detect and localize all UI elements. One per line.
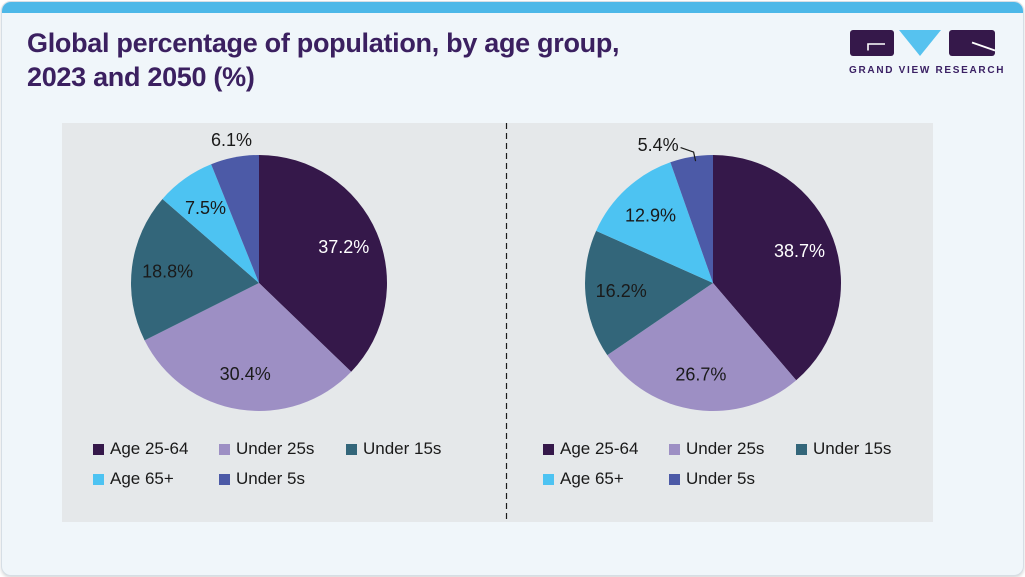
legend-2050: Age 25-64 Under 25s Under 15s Age 65+ Under …: [543, 439, 891, 489]
legend-swatch: [219, 473, 230, 485]
legend-swatch: [669, 473, 680, 485]
data-label-under-5s: 6.1%: [211, 130, 252, 150]
pie-slice-under-25s: [607, 283, 797, 412]
page-title: Global percentage of population, by age …: [27, 26, 727, 94]
logo-g-cut: [867, 43, 885, 51]
pie-2023: 37.2% 30.4% 18.8% 7.5% 6.1%: [131, 130, 388, 411]
pie-charts-svg: 37.2% 30.4% 18.8% 7.5% 6.1% 38.7% 26.7% 16.2% 12…: [131, 123, 841, 522]
page-title-line2: 2023 and 2050 (%): [27, 62, 255, 92]
data-label-age-25-64: 37.2%: [318, 237, 369, 257]
legend-label: Under 25s: [236, 439, 315, 458]
leader-line-under-5s: [680, 147, 697, 162]
data-label-age-25-64: 38.7%: [774, 241, 825, 261]
data-label-under-15s: 18.8%: [142, 261, 193, 281]
pie-slice-age-25-64: [713, 155, 841, 381]
gvr-logo-icon: [850, 30, 996, 56]
legend-label: Under 5s: [236, 469, 305, 488]
pie-slice-age-25-64: [259, 155, 388, 372]
pie-slice-under-5s: [211, 155, 259, 283]
legend-item-under-25s: Under 25s: [669, 439, 796, 459]
data-label-under-25s: 30.4%: [220, 364, 271, 384]
page-title-line1: Global percentage of population, by age …: [27, 28, 620, 58]
legend-swatch: [346, 443, 357, 455]
logo-v-triangle: [899, 30, 941, 56]
data-label-under-15s: 16.2%: [596, 281, 647, 301]
legend-swatch: [219, 443, 230, 455]
legend-swatch: [93, 443, 104, 455]
pie-slice-age-65: [596, 162, 713, 283]
legend-label: Under 5s: [686, 469, 755, 488]
legend-label: Age 25-64: [560, 439, 639, 458]
brand-name: GRAND VIEW RESEARCH: [849, 65, 1006, 76]
legend-2023: Age 25-64 Under 25s Under 15s Age 65+ Under …: [93, 439, 441, 489]
pie-slice-under-15s: [585, 230, 713, 356]
legend-item-age-65: Age 65+: [93, 469, 219, 489]
legend-swatch: [543, 443, 554, 455]
legend-label: Under 15s: [363, 439, 442, 458]
legend-item-age-65: Age 65+: [543, 469, 669, 489]
legend-item-under-15s: Under 15s: [346, 439, 441, 459]
pie-2050: 38.7% 26.7% 16.2% 12.9% 5.4%: [585, 135, 841, 412]
legend-item-under-5s: Under 5s: [669, 469, 796, 489]
data-label-age-65: 7.5%: [185, 198, 226, 218]
legend-swatch: [543, 473, 554, 485]
legend-label: Under 15s: [813, 439, 892, 458]
pie-slice-age-65: [162, 164, 259, 283]
accent-bar: [2, 2, 1023, 13]
legend-label: Age 65+: [110, 469, 174, 488]
legend-label: Under 25s: [686, 439, 765, 458]
legend-swatch: [93, 473, 104, 485]
legend-item-under-5s: Under 5s: [219, 469, 346, 489]
legend-label: Age 65+: [560, 469, 624, 488]
pie-slice-under-25s: [144, 283, 352, 411]
legend-item-age-25-64: Age 25-64: [543, 439, 669, 459]
chart-panel: 37.2% 30.4% 18.8% 7.5% 6.1% 38.7% 26.7% 16.2% 12…: [62, 123, 933, 522]
pie-slice-under-15s: [131, 198, 259, 341]
legend-item-under-25s: Under 25s: [219, 439, 346, 459]
pie-slice-under-5s: [670, 155, 713, 283]
legend-item-under-15s: Under 15s: [796, 439, 891, 459]
data-label-under-5s: 5.4%: [638, 135, 679, 155]
legend-item-age-25-64: Age 25-64: [93, 439, 219, 459]
legend-label: Age 25-64: [110, 439, 189, 458]
data-label-age-65: 12.9%: [625, 205, 676, 225]
legend-swatch: [796, 443, 807, 455]
legend-swatch: [669, 443, 680, 455]
brand-logo: GRAND VIEW RESEARCH: [849, 29, 1006, 76]
data-label-under-25s: 26.7%: [675, 364, 726, 384]
logo-g-block: [850, 30, 894, 56]
logo-r-cut: [971, 41, 996, 52]
